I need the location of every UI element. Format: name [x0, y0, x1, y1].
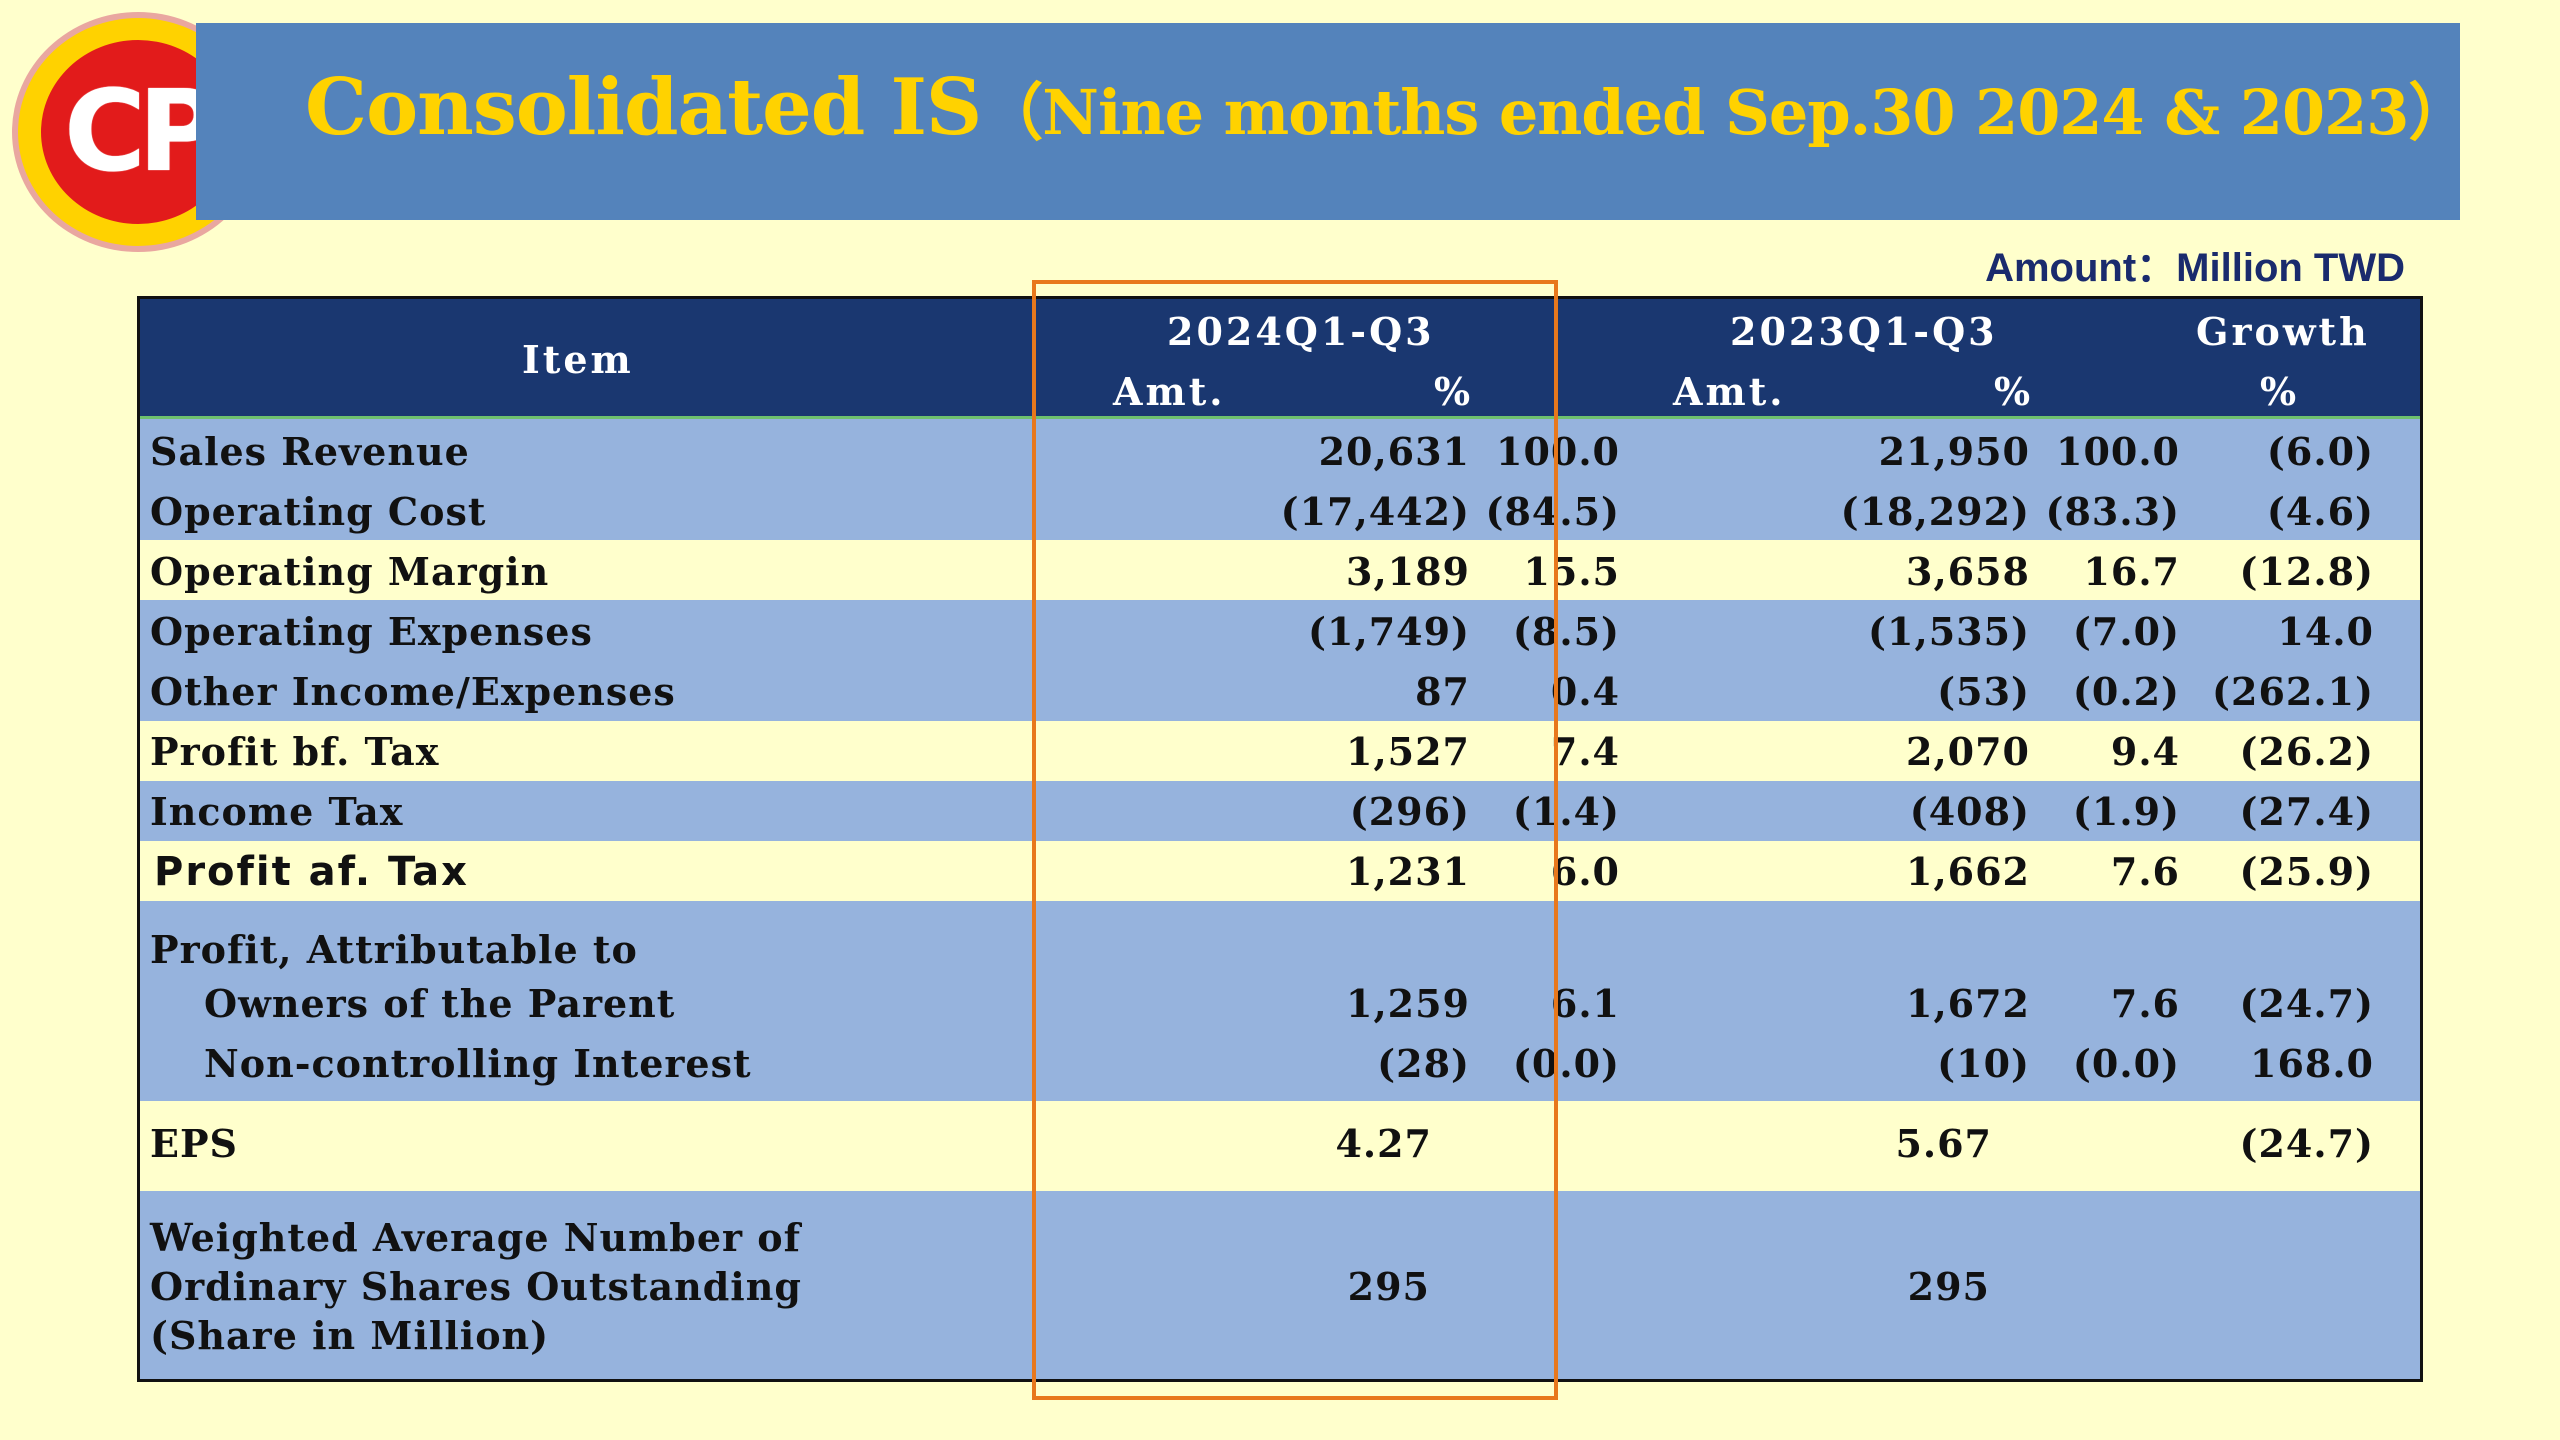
page-title: Consolidated IS （Nine months ended Sep.3…	[305, 62, 2470, 182]
header-pct-2024: %	[1434, 369, 1474, 414]
row-label: Operating Margin	[150, 549, 550, 594]
row-cell-g: (6.0)	[2266, 429, 2374, 474]
row-cell-p23: 16.7	[2083, 549, 2180, 594]
owners-amt-2024: 1,259	[1346, 981, 1470, 1026]
shares-label-2: Ordinary Shares Outstanding	[150, 1264, 802, 1309]
row-cell-p24: 6.0	[1550, 849, 1620, 894]
nci-pct-2024: (0.0)	[1512, 1041, 1620, 1086]
row-cell-a24: 3,189	[1346, 549, 1470, 594]
row-cell-g: (26.2)	[2239, 729, 2374, 774]
title-banner	[196, 23, 2460, 220]
owners-pct-2024: 6.1	[1550, 981, 1620, 1026]
header-period-2024: 2024Q1-Q3	[1167, 309, 1435, 354]
row-cell-a24: 20,631	[1318, 429, 1470, 474]
row-band-4	[140, 721, 2420, 781]
row-cell-p24: 7.4	[1550, 729, 1620, 774]
shares-label-1: Weighted Average Number of	[150, 1215, 801, 1260]
shares-label-3: (Share in Million)	[150, 1313, 550, 1358]
row-cell-g: 14.0	[2277, 609, 2374, 654]
row-cell-a24: (17,442)	[1280, 489, 1470, 534]
row-cell-a23: (1,535)	[1868, 609, 2030, 654]
owners-amt-2023: 1,672	[1906, 981, 2030, 1026]
title-sub: （Nine months ended Sep.30 2024 & 2023）	[981, 76, 2470, 149]
nci-growth: 168.0	[2250, 1041, 2374, 1086]
row-cell-g: (25.9)	[2239, 849, 2374, 894]
row-cell-a24: (296)	[1349, 789, 1470, 834]
header-item: Item	[522, 337, 634, 382]
row-cell-a23: (53)	[1937, 669, 2030, 714]
row-cell-g: (262.1)	[2212, 669, 2374, 714]
row-cell-g: (4.6)	[2266, 489, 2374, 534]
row-band-3	[140, 600, 2420, 721]
row-label: Profit bf. Tax	[150, 729, 440, 774]
row-band-5	[140, 781, 2420, 841]
row-cell-p24: 100.0	[1496, 429, 1620, 474]
nci-label: Non-controlling Interest	[204, 1041, 752, 1086]
row-cell-p23: (1.9)	[2072, 789, 2180, 834]
header-pct-growth: %	[2260, 369, 2300, 414]
header-growth: Growth	[2196, 309, 2370, 354]
shares-2023: 295	[1907, 1264, 1990, 1309]
row-band-8	[140, 1101, 2420, 1191]
owners-growth: (24.7)	[2239, 981, 2374, 1026]
row-cell-p24: (1.4)	[1512, 789, 1620, 834]
row-cell-p23: (7.0)	[2072, 609, 2180, 654]
row-cell-a23: (18,292)	[1840, 489, 2030, 534]
row-cell-p23: 9.4	[2110, 729, 2180, 774]
row-cell-p24: 15.5	[1523, 549, 1620, 594]
eps-2023: 5.67	[1895, 1121, 1992, 1166]
nci-pct-2023: (0.0)	[2072, 1041, 2180, 1086]
row-label: Operating Expenses	[150, 609, 593, 654]
row-band-7	[140, 901, 2420, 1101]
row-label: Other Income/Expenses	[150, 669, 676, 714]
owners-label: Owners of the Parent	[204, 981, 676, 1026]
row-cell-a23: 3,658	[1906, 549, 2030, 594]
row-band-2	[140, 540, 2420, 600]
row-cell-p23: (0.2)	[2072, 669, 2180, 714]
eps-label: EPS	[150, 1121, 238, 1166]
row-label: Sales Revenue	[150, 429, 470, 474]
row-cell-p23: (83.3)	[2045, 489, 2180, 534]
row-cell-p23: 100.0	[2056, 429, 2180, 474]
row-cell-g: (12.8)	[2239, 549, 2374, 594]
row-cell-a24: (1,749)	[1308, 609, 1470, 654]
row-cell-a24: 1,231	[1346, 849, 1470, 894]
row-cell-p24: (84.5)	[1485, 489, 1620, 534]
header-amt-2024: Amt.	[1113, 369, 1226, 414]
title-main: Consolidated IS	[305, 62, 982, 153]
row-cell-a24: 87	[1415, 669, 1470, 714]
row-label: Profit af. Tax	[154, 849, 469, 895]
header-amt-2023: Amt.	[1673, 369, 1786, 414]
unit-note: Amount：Million TWD	[1985, 246, 2405, 290]
row-band-6	[140, 841, 2420, 901]
eps-2024: 4.27	[1335, 1121, 1432, 1166]
row-cell-a23: 21,950	[1878, 429, 2030, 474]
eps-growth: (24.7)	[2239, 1121, 2374, 1166]
row-cell-a24: 1,527	[1346, 729, 1470, 774]
nci-amt-2023: (10)	[1937, 1041, 2030, 1086]
row-cell-p24: (8.5)	[1512, 609, 1620, 654]
row-cell-p24: 0.4	[1550, 669, 1620, 714]
owners-pct-2023: 7.6	[2110, 981, 2180, 1026]
income-statement-table: Item 2024Q1-Q3 2023Q1-Q3 Growth Amt. % A…	[137, 296, 2423, 1382]
shares-2024: 295	[1347, 1264, 1430, 1309]
header-pct-2023: %	[1994, 369, 2034, 414]
row-cell-a23: 1,662	[1906, 849, 2030, 894]
row-band-9	[140, 1191, 2420, 1379]
table-header: Item 2024Q1-Q3 2023Q1-Q3 Growth Amt. % A…	[140, 299, 2420, 419]
row-cell-g: (27.4)	[2239, 789, 2374, 834]
row-cell-a23: (408)	[1909, 789, 2030, 834]
attributable-heading: Profit, Attributable to	[150, 927, 638, 972]
header-period-2023: 2023Q1-Q3	[1730, 309, 1998, 354]
row-band-1	[140, 419, 2420, 540]
row-cell-p23: 7.6	[2110, 849, 2180, 894]
row-label: Operating Cost	[150, 489, 487, 534]
row-label: Income Tax	[150, 789, 404, 834]
nci-amt-2024: (28)	[1377, 1041, 1470, 1086]
row-cell-a23: 2,070	[1906, 729, 2030, 774]
